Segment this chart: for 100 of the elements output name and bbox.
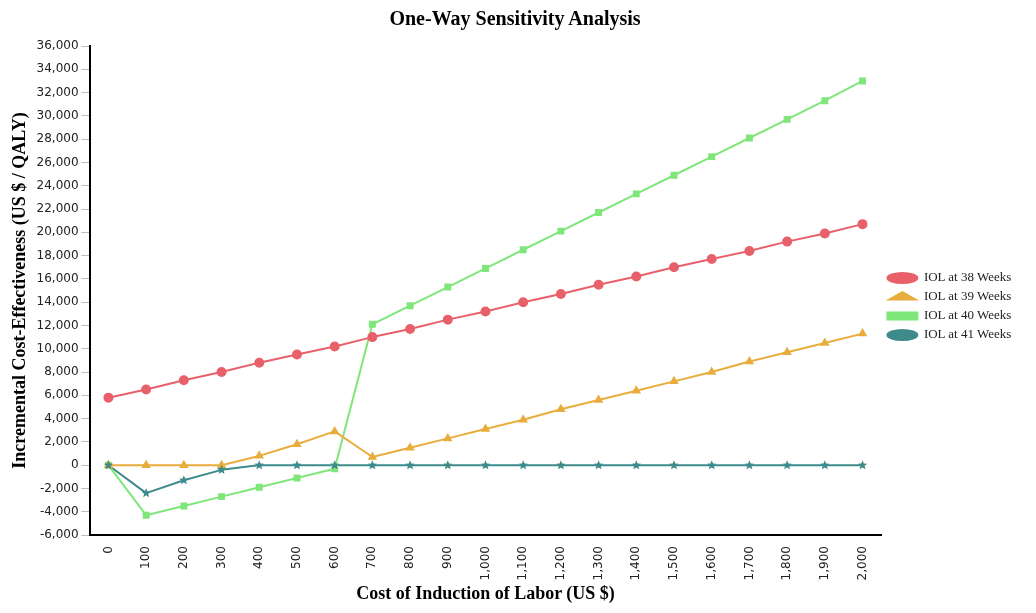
point — [255, 451, 264, 459]
point — [857, 460, 868, 470]
y-tick-label: 12,000 — [36, 317, 79, 332]
legend-label: IOL at 38 Weeks — [923, 269, 1012, 285]
point — [254, 357, 265, 368]
point — [707, 367, 716, 375]
y-tick-label: 30,000 — [36, 107, 79, 122]
point — [329, 341, 340, 352]
x-tick-label: 700 — [364, 546, 379, 569]
point — [442, 314, 453, 325]
point — [293, 474, 301, 482]
point — [557, 227, 565, 235]
point — [669, 262, 680, 273]
y-axis-title: Incremental Cost-Effectiveness (US $ / QALY) — [9, 112, 31, 469]
point — [632, 190, 640, 198]
y-tick-label: 6,000 — [44, 387, 79, 402]
x-tick-label: 900 — [439, 546, 454, 569]
point — [480, 460, 491, 470]
x-tick-label: 1,100 — [515, 546, 530, 581]
point — [519, 415, 528, 423]
point — [217, 460, 226, 468]
y-tick-label: 2,000 — [44, 434, 79, 449]
point — [367, 460, 378, 470]
point — [708, 153, 716, 161]
point — [103, 392, 114, 403]
point — [858, 329, 867, 337]
point — [178, 375, 189, 386]
point — [481, 424, 490, 432]
point — [555, 289, 566, 300]
x-tick-label: 300 — [213, 546, 228, 569]
point — [745, 134, 753, 142]
point — [218, 493, 226, 501]
point — [180, 502, 188, 510]
point — [821, 97, 829, 105]
point — [783, 115, 791, 123]
point — [518, 460, 528, 470]
x-tick-label: 1,500 — [666, 546, 681, 581]
y-tick-label: -4,000 — [39, 503, 79, 518]
y-tick-label: 24,000 — [36, 177, 79, 192]
point — [255, 483, 263, 491]
x-tick-label: 1,000 — [477, 546, 492, 581]
point — [744, 245, 755, 256]
point — [556, 460, 566, 470]
point — [820, 338, 829, 346]
point — [367, 332, 378, 343]
point — [216, 367, 227, 378]
point — [519, 246, 527, 254]
point — [443, 433, 452, 442]
point — [291, 349, 302, 360]
chart-title: One-Way Sensitivity Analysis — [389, 7, 641, 31]
point — [368, 320, 376, 328]
y-tick-label: 16,000 — [36, 271, 79, 285]
y-tick-label: 18,000 — [36, 247, 79, 262]
point — [594, 395, 603, 403]
legend-label: IOL at 39 Weeks — [923, 288, 1012, 304]
x-tick-label: 400 — [251, 546, 266, 569]
point — [669, 460, 679, 470]
point — [706, 254, 717, 265]
point — [480, 306, 491, 317]
point — [556, 404, 565, 413]
x-tick-label: 1,900 — [816, 546, 831, 581]
y-tick-label: -2,000 — [39, 480, 79, 495]
y-tick-label: -6,000 — [39, 527, 79, 542]
x-tick-label: 1,600 — [703, 546, 718, 581]
point — [179, 460, 188, 468]
x-tick-label: 500 — [289, 546, 304, 569]
point — [631, 460, 642, 470]
point — [744, 460, 755, 470]
point — [593, 279, 604, 290]
x-tick-label: 1,800 — [779, 546, 794, 581]
x-tick-label: 1,200 — [553, 546, 568, 581]
point — [443, 460, 453, 470]
point — [670, 171, 678, 179]
point — [859, 77, 866, 85]
x-tick-label: 600 — [326, 546, 341, 569]
point — [669, 376, 679, 385]
point — [518, 297, 529, 308]
point — [745, 357, 754, 365]
x-tick-label: 1,400 — [628, 546, 643, 581]
point — [216, 464, 227, 474]
y-tick-label: 4,000 — [44, 410, 79, 425]
point — [141, 488, 151, 498]
y-tick-label: 26,000 — [36, 154, 79, 169]
point — [783, 347, 792, 355]
point — [405, 460, 415, 470]
x-tick-label: 2,000 — [854, 546, 869, 581]
x-tick-label: 100 — [138, 546, 153, 569]
legend-label: IOL at 40 Weeks — [923, 307, 1012, 323]
x-tick-label: 1,300 — [590, 546, 605, 581]
y-tick-label: 36,000 — [36, 38, 79, 53]
x-axis-title: Cost of Induction of Labor (US $) — [356, 582, 615, 604]
x-tick-label: 200 — [175, 546, 190, 569]
y-tick-label: 14,000 — [36, 294, 79, 309]
y-tick-label: 28,000 — [36, 131, 79, 146]
x-tick-label: 800 — [402, 546, 417, 569]
point — [820, 460, 830, 470]
point — [631, 271, 642, 282]
point — [368, 452, 377, 460]
point — [142, 460, 151, 468]
point — [292, 439, 301, 447]
